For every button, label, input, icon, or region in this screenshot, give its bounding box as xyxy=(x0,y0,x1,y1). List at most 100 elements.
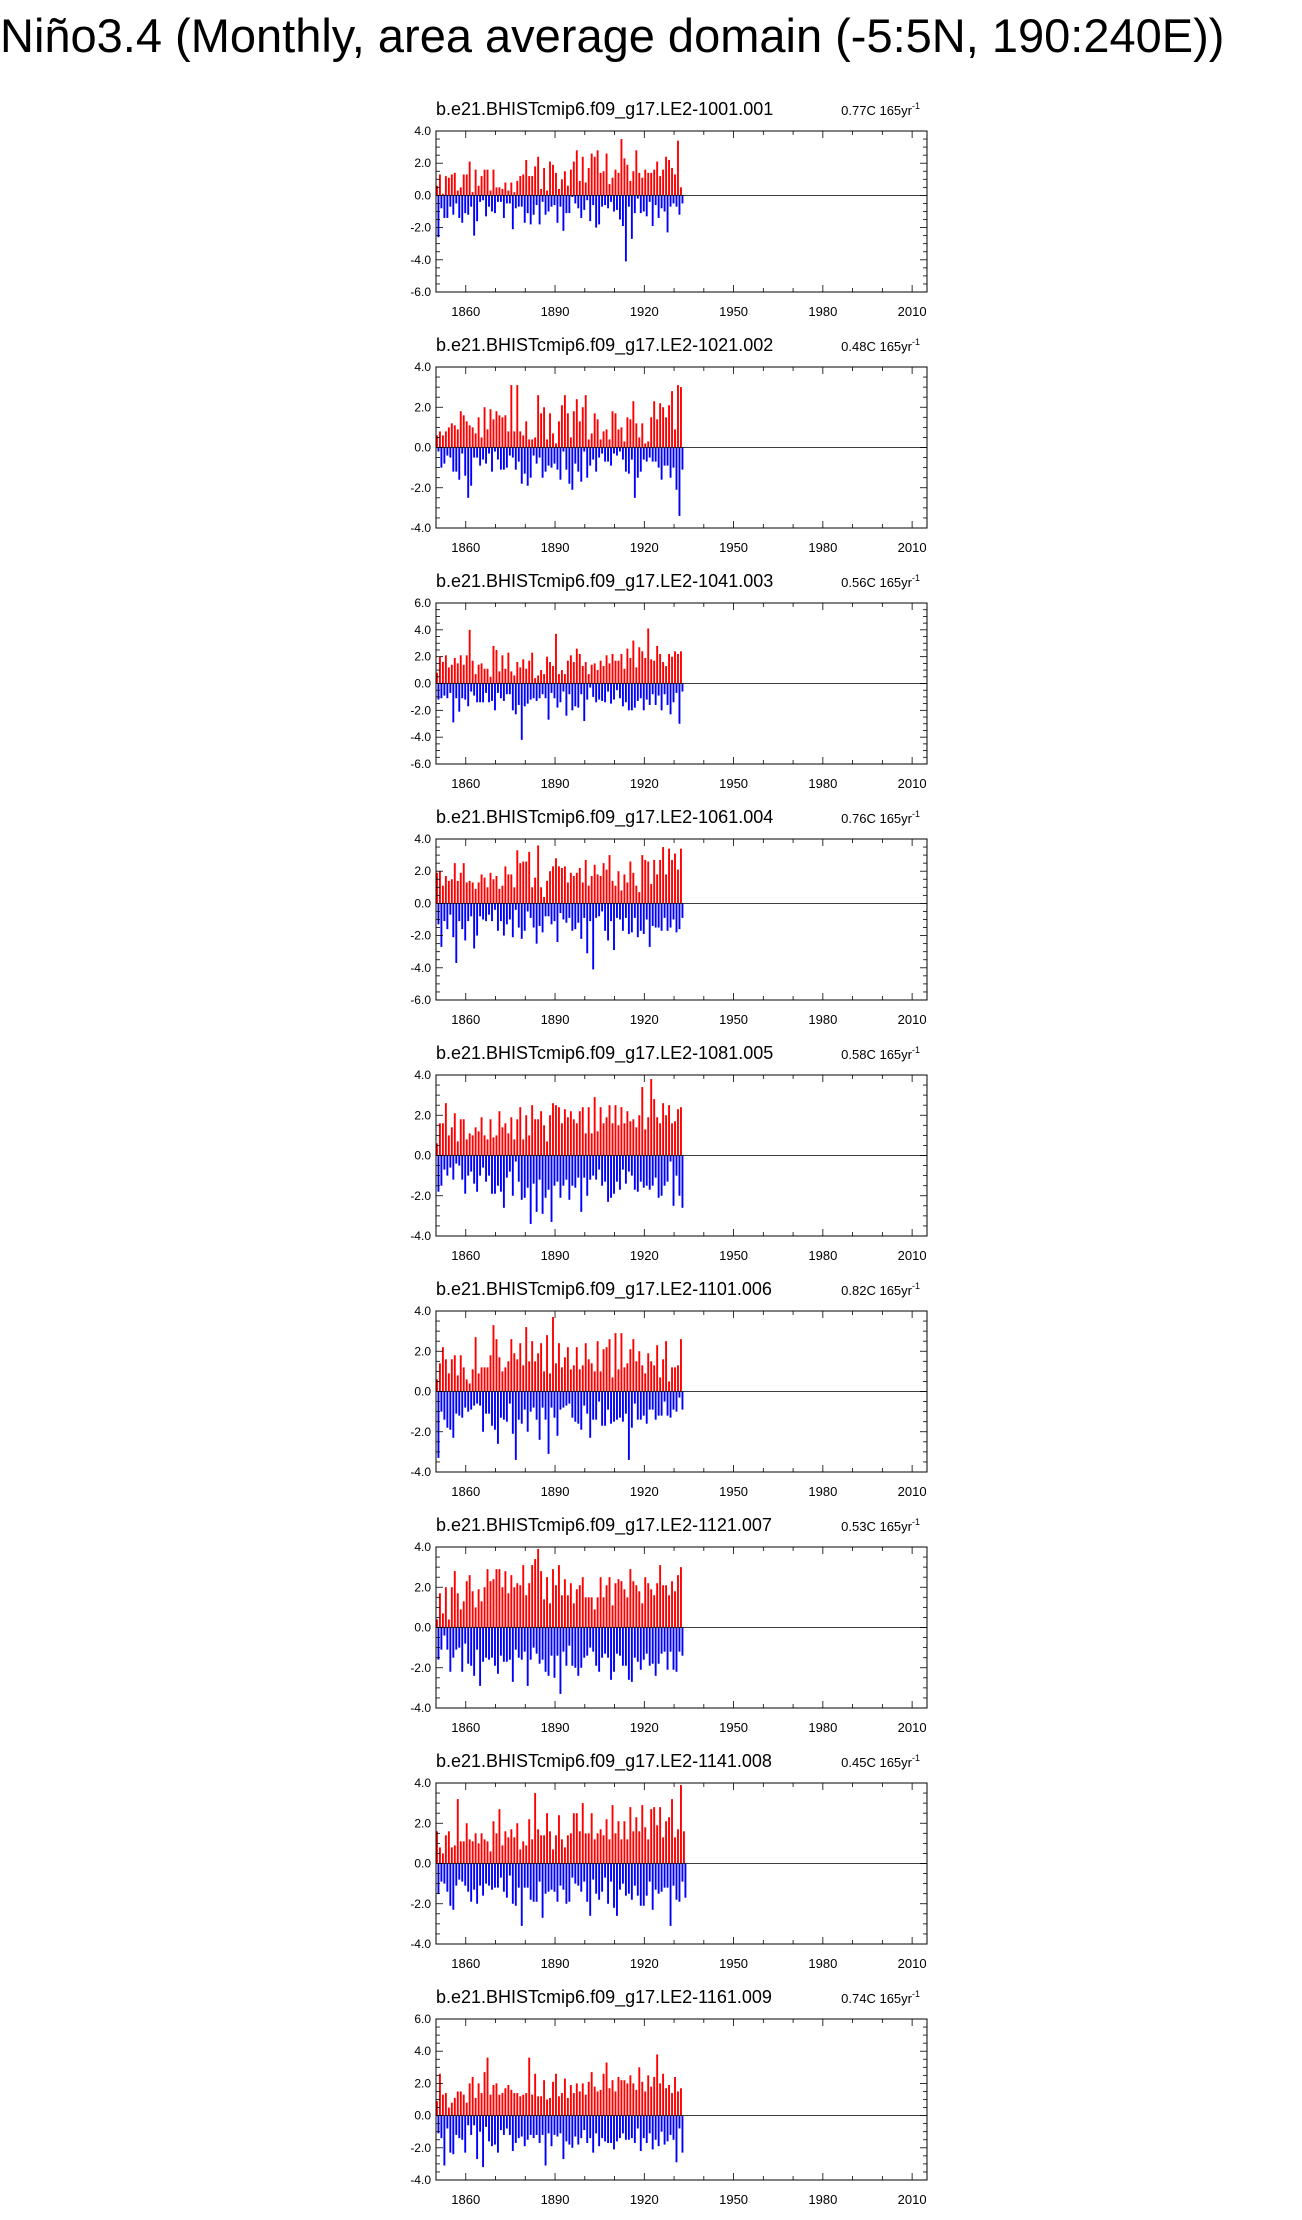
negative-bar xyxy=(577,1391,580,1424)
bar-series xyxy=(436,139,684,262)
bar-series xyxy=(436,845,684,970)
positive-bar xyxy=(602,1123,605,1156)
positive-bar xyxy=(572,1119,575,1156)
positive-bar xyxy=(552,433,554,448)
positive-bar xyxy=(534,1361,537,1392)
negative-bar xyxy=(491,1627,493,1658)
negative-bar xyxy=(523,195,526,223)
negative-bar xyxy=(586,903,589,954)
positive-bar xyxy=(438,2073,441,2116)
positive-bar xyxy=(534,877,537,904)
positive-bar xyxy=(450,1847,453,1864)
y-tick-label: -6.0 xyxy=(410,757,431,771)
positive-bar xyxy=(540,413,543,448)
negative-bar xyxy=(621,1391,624,1422)
negative-bar xyxy=(535,195,538,206)
bar-series xyxy=(436,1079,684,1224)
y-tick-label: -4.0 xyxy=(410,730,431,744)
positive-bar xyxy=(578,1831,581,1864)
positive-bar xyxy=(605,153,608,196)
positive-bar xyxy=(665,417,668,448)
negative-bar xyxy=(604,447,607,462)
positive-bar xyxy=(635,885,638,904)
positive-bar xyxy=(450,879,453,904)
positive-bar xyxy=(489,1119,492,1156)
negative-bar xyxy=(556,195,559,223)
positive-bar xyxy=(614,885,617,904)
negative-bar xyxy=(526,683,529,704)
positive-bar xyxy=(549,1115,551,1156)
negative-bar xyxy=(517,1863,520,1888)
negative-bar xyxy=(440,903,443,947)
positive-bar xyxy=(471,882,474,904)
positive-bar xyxy=(459,1119,462,1156)
positive-bar xyxy=(617,660,620,684)
positive-bar xyxy=(531,887,534,904)
positive-bar xyxy=(644,1827,647,1864)
positive-bar xyxy=(629,1569,632,1628)
negative-bar xyxy=(556,1863,559,1902)
positive-bar xyxy=(498,2094,501,2116)
positive-bar xyxy=(483,877,486,904)
positive-bar xyxy=(465,1379,468,1392)
negative-bar xyxy=(476,1391,479,1404)
positive-bar xyxy=(638,1831,641,1864)
negative-bar xyxy=(550,1155,553,1222)
negative-bar xyxy=(461,1391,464,1418)
x-axis: 1860 1890 1920 1950 1980 2010 xyxy=(435,1783,927,1971)
y-tick-label: -2.0 xyxy=(410,2141,431,2155)
negative-bar xyxy=(577,683,580,708)
positive-bar xyxy=(608,1577,611,1628)
negative-bar xyxy=(464,1155,467,1194)
negative-bar xyxy=(672,447,675,468)
positive-bar xyxy=(575,399,578,448)
positive-bar xyxy=(680,187,682,196)
negative-bar xyxy=(666,447,669,466)
positive-bar xyxy=(462,1367,465,1392)
negative-bar xyxy=(598,447,601,458)
negative-bar xyxy=(565,2115,568,2142)
positive-bar xyxy=(674,1591,676,1628)
negative-bar xyxy=(630,1627,633,1682)
positive-bar xyxy=(528,1583,531,1628)
positive-bar xyxy=(522,174,525,196)
positive-bar xyxy=(441,1123,444,1156)
negative-bar xyxy=(592,1391,595,1420)
positive-bar xyxy=(620,1839,623,1864)
negative-bar xyxy=(672,1863,675,1886)
positive-bar xyxy=(575,2083,578,2116)
negative-bar xyxy=(556,2115,559,2137)
positive-bar xyxy=(501,1845,504,1864)
negative-bar xyxy=(568,683,571,695)
positive-bar xyxy=(549,1373,551,1392)
positive-bar xyxy=(602,1835,605,1864)
negative-bar xyxy=(479,195,482,202)
positive-bar xyxy=(525,2093,528,2116)
positive-bar xyxy=(531,176,534,196)
negative-bar xyxy=(494,195,496,214)
y-tick-label: 4.0 xyxy=(414,2044,431,2058)
negative-bar xyxy=(449,2115,452,2153)
positive-bar xyxy=(632,640,635,684)
positive-bar xyxy=(638,1591,641,1628)
positive-bar xyxy=(623,1367,626,1392)
negative-bar xyxy=(639,1627,642,1670)
negative-bar xyxy=(624,1155,627,1184)
positive-bar xyxy=(653,859,656,904)
negative-bar xyxy=(491,447,493,472)
negative-bar xyxy=(547,1391,550,1454)
positive-bar xyxy=(560,405,563,448)
positive-bar xyxy=(599,439,602,448)
positive-bar xyxy=(653,1365,656,1392)
positive-bar xyxy=(584,182,587,196)
positive-bar xyxy=(453,172,456,196)
negative-bar xyxy=(633,1391,636,1404)
negative-bar xyxy=(505,447,508,468)
negative-bar xyxy=(568,195,571,214)
positive-bar xyxy=(450,1359,453,1392)
positive-bar xyxy=(498,187,501,196)
negative-bar xyxy=(642,1863,645,1906)
positive-bar xyxy=(668,159,670,196)
positive-bar xyxy=(492,1821,495,1864)
negative-bar xyxy=(636,195,639,199)
